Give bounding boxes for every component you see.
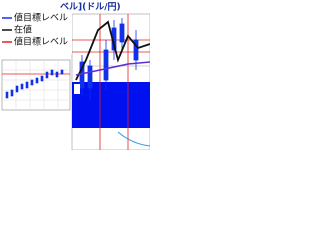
average-line xyxy=(75,61,151,76)
blue-zone xyxy=(72,82,150,128)
right-chart xyxy=(71,13,151,151)
legend-label: 在値 xyxy=(14,24,32,36)
left-chart xyxy=(1,59,71,111)
screenshot: ベル](ドル/円) 値目標レベル 在値 値目標レベル xyxy=(0,0,151,151)
candles xyxy=(79,18,139,100)
title: ベル](ドル/円) xyxy=(60,2,121,13)
legend-box xyxy=(0,12,72,54)
price-line xyxy=(75,20,151,81)
sub-line xyxy=(117,131,151,147)
legend-label: 値目標レベル xyxy=(14,12,68,24)
label-box xyxy=(74,84,80,94)
legend-label: 値目標レベル xyxy=(14,36,68,48)
plot-frame xyxy=(1,59,71,111)
candles xyxy=(5,69,64,99)
